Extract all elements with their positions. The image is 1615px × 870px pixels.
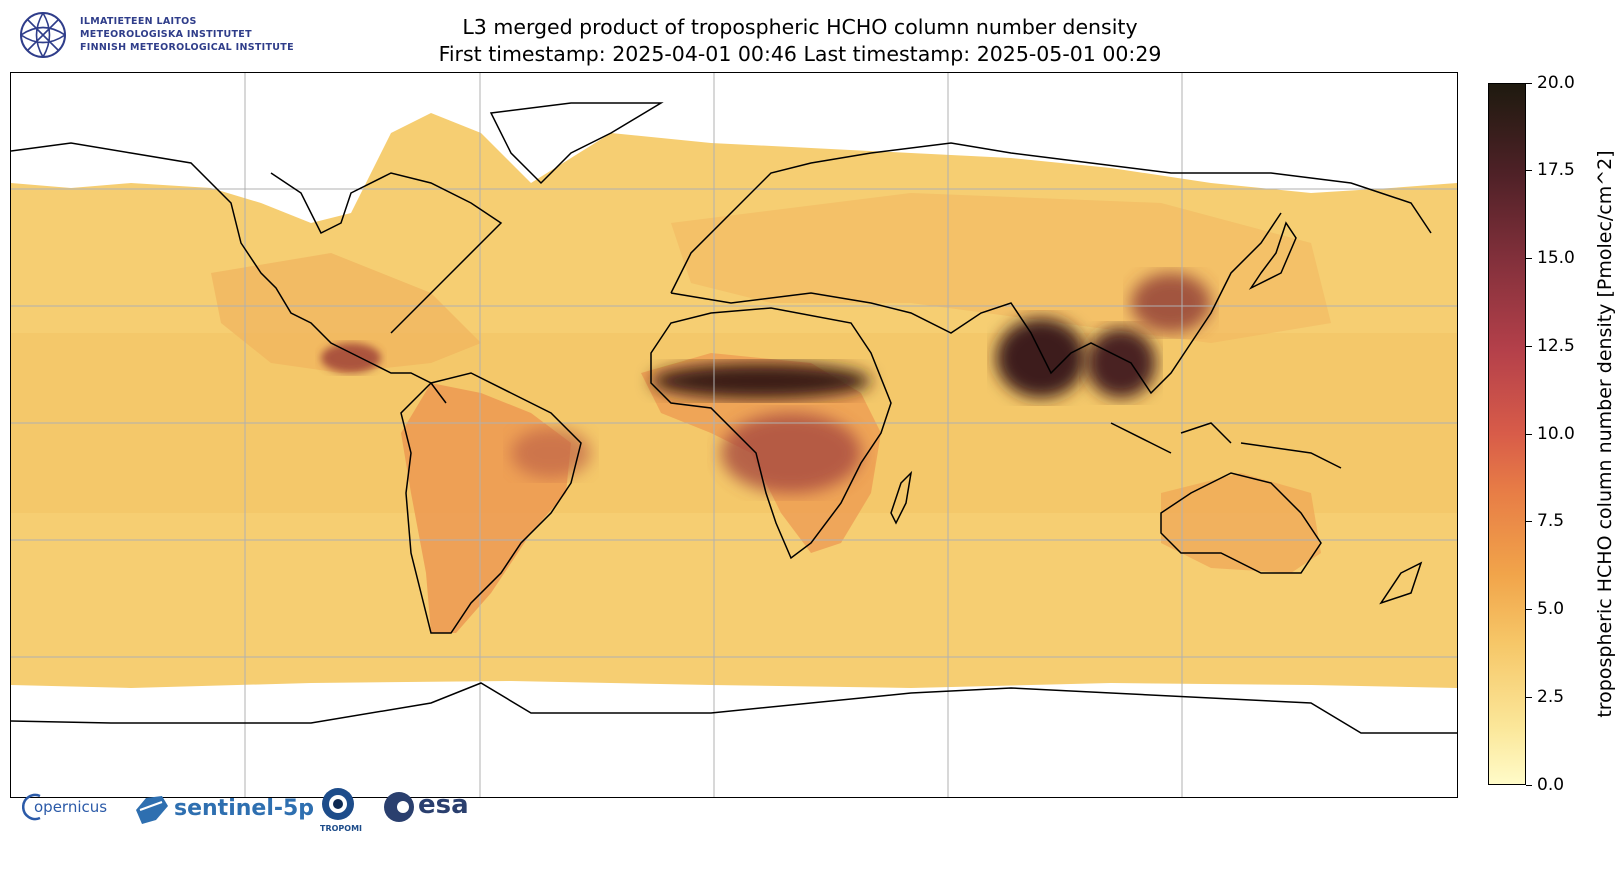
world-map[interactable] — [10, 72, 1458, 798]
tropomi-eye-icon — [322, 788, 354, 820]
north-no-data — [11, 73, 1457, 223]
tropomi-text: TROPOMI — [320, 824, 363, 833]
colorbar-tick — [1526, 521, 1532, 523]
africa-coast — [650, 307, 892, 560]
copernicus-text: opernicus — [34, 798, 108, 816]
north-america-field — [211, 253, 481, 373]
japan-coast — [1248, 221, 1297, 290]
map-canvas — [11, 73, 1457, 797]
indonesia-coast — [1110, 422, 1342, 469]
colorbar-tick — [1526, 345, 1532, 347]
central-america-hotspot — [321, 343, 381, 373]
colorbar-tick — [1526, 609, 1532, 610]
india-hotspot — [996, 318, 1086, 398]
colorbar-tick-label: 17.5 — [1537, 160, 1575, 181]
colorbar — [1488, 83, 1526, 785]
esa-text: esa — [418, 790, 469, 820]
gridlines — [11, 73, 1457, 797]
sahel-hotspot — [651, 363, 871, 399]
coastlines — [11, 102, 1457, 734]
tropomi-logo: TROPOMI — [318, 786, 362, 836]
colorbar-tick-label: 0.0 — [1537, 774, 1565, 795]
colorbar-tick-label: 2.5 — [1537, 686, 1565, 707]
hotspots — [321, 273, 1211, 493]
colorbar-tick-label: 20.0 — [1537, 72, 1575, 93]
esa-icon — [384, 792, 414, 822]
brazil-hotspot — [511, 428, 591, 478]
copernicus-icon — [22, 793, 41, 821]
colorbar-tick-label: 7.5 — [1537, 511, 1565, 532]
australia-field — [1161, 473, 1321, 573]
congo-hotspot — [721, 413, 861, 493]
colorbar-tick — [1526, 433, 1532, 435]
fmi-name-swedish: METEOROLOGISKA INSTITUTET — [80, 29, 252, 40]
fmi-globe-icon — [20, 12, 66, 58]
new-zealand-coast — [1379, 561, 1423, 605]
china-hotspot — [1131, 273, 1211, 333]
sentinel-satellite-icon — [136, 796, 168, 824]
colorbar-tick-label: 5.0 — [1537, 599, 1565, 619]
title-line-1: L3 merged product of tropospheric HCHO c… — [462, 15, 1138, 39]
copernicus-logo: opernicus — [22, 792, 112, 832]
colorbar-tick — [1526, 696, 1532, 698]
map-title: L3 merged product of tropospheric HCHO c… — [240, 14, 1360, 68]
colorbar-tick — [1526, 258, 1532, 259]
colorbar-tick-label: 15.0 — [1537, 248, 1575, 268]
fmi-name-english: FINNISH METEOROLOGICAL INSTITUTE — [80, 42, 294, 53]
australia-coast — [1160, 472, 1322, 574]
colorbar-tick-label: 10.0 — [1537, 423, 1575, 444]
colorbar-tick-label: 12.5 — [1537, 335, 1575, 356]
sentinel-text: sentinel-5p — [174, 796, 315, 821]
fmi-name-finnish: ILMATIETEEN LAITOS — [80, 16, 197, 27]
colorbar-tick — [1526, 82, 1532, 84]
title-line-2: First timestamp: 2025-04-01 00:46 Last t… — [438, 42, 1162, 66]
madagascar-coast — [890, 470, 913, 525]
north-america-coast — [11, 142, 503, 404]
eurasia-coast — [670, 142, 1432, 395]
colorbar-label: tropospheric HCHO column number density … — [1594, 150, 1615, 718]
southeast-asia-hotspot — [1086, 328, 1156, 398]
south-no-data — [11, 681, 1457, 797]
south-america-coast — [400, 372, 582, 634]
fmi-logo: ILMATIETEEN LAITOS METEOROLOGISKA INSTIT… — [18, 10, 318, 62]
antarctica-coast — [11, 682, 1457, 734]
greenland-coast — [489, 102, 664, 185]
colorbar-tick — [1526, 170, 1532, 172]
colorbar-tick — [1526, 784, 1532, 786]
